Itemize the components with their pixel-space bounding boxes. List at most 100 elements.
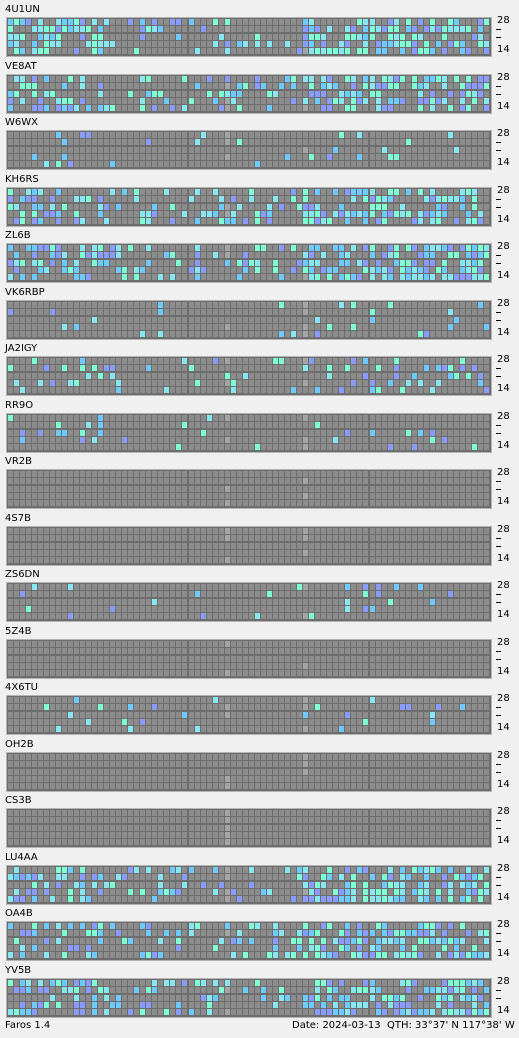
signal-cell <box>370 26 375 32</box>
signal-cell <box>478 75 483 82</box>
signal-cell <box>122 217 127 224</box>
signal-cell <box>20 267 25 273</box>
signal-cell <box>394 161 399 167</box>
signal-cell <box>363 41 368 47</box>
signal-cell <box>460 599 465 605</box>
signal-cell <box>62 647 67 654</box>
signal-cell <box>74 534 79 541</box>
signal-cell <box>225 267 230 273</box>
signal-cell <box>152 252 157 258</box>
signal-cell <box>267 662 272 669</box>
signal-cell <box>400 139 405 145</box>
signal-cell <box>176 640 181 647</box>
signal-cell <box>303 606 308 612</box>
signal-cell <box>297 203 302 210</box>
signal-cell <box>484 534 489 541</box>
signal-cell <box>62 704 67 710</box>
signal-cell <box>315 584 320 590</box>
signal-cell <box>363 647 368 654</box>
signal-cell <box>484 358 489 364</box>
signal-cell <box>20 203 25 210</box>
signal-cell <box>394 436 399 443</box>
signal-cell <box>195 443 200 450</box>
signal-cell <box>430 203 435 210</box>
signal-cell <box>466 34 471 40</box>
propagation-grid <box>6 243 492 283</box>
signal-cell <box>285 556 290 563</box>
signal-cell <box>146 323 151 330</box>
signal-cell <box>466 436 471 443</box>
signal-cell <box>363 655 368 662</box>
signal-cell <box>370 34 375 40</box>
signal-cell <box>243 599 248 605</box>
signal-cell <box>243 534 248 541</box>
signal-cell <box>32 471 37 477</box>
signal-cell <box>249 34 254 40</box>
signal-cell <box>472 549 477 556</box>
signal-cell <box>170 90 175 97</box>
signal-cell <box>140 316 145 323</box>
signal-cell <box>74 647 79 654</box>
signal-cell <box>448 380 453 386</box>
signal-cell <box>297 301 302 308</box>
signal-cell <box>309 647 314 654</box>
signal-cell <box>321 274 326 280</box>
signal-cell <box>219 267 224 273</box>
signal-cell <box>388 154 393 160</box>
signal-cell <box>345 358 350 364</box>
signal-cell <box>164 34 169 40</box>
signal-cell <box>62 97 67 104</box>
signal-cell <box>32 82 37 89</box>
signal-cell <box>297 90 302 97</box>
signal-cell <box>267 252 272 258</box>
signal-cell <box>249 41 254 47</box>
signal-cell <box>146 640 151 647</box>
signal-cell <box>406 308 411 315</box>
signal-cell <box>424 478 429 484</box>
signal-cell <box>291 606 296 612</box>
signal-cell <box>158 132 163 138</box>
signal-cell <box>170 421 175 428</box>
signal-cell <box>321 161 326 167</box>
signal-cell <box>122 662 127 669</box>
signal-cell <box>128 147 133 153</box>
signal-cell <box>472 606 477 612</box>
signal-cell <box>345 599 350 605</box>
signal-cell <box>363 217 368 224</box>
signal-cell <box>56 436 61 443</box>
signal-cell <box>267 82 272 89</box>
signal-cell <box>44 252 49 258</box>
signal-cell <box>122 414 127 421</box>
signal-cell <box>345 274 350 280</box>
signal-cell <box>201 75 206 82</box>
signal-cell <box>309 323 314 330</box>
signal-cell <box>309 549 314 556</box>
beacon-panel: 4X6TU 28 14 <box>0 680 519 736</box>
signal-cell <box>273 267 278 273</box>
signal-cell <box>394 478 399 484</box>
signal-cell <box>370 139 375 145</box>
signal-cell <box>62 599 67 605</box>
signal-cell <box>430 210 435 217</box>
signal-cell <box>182 584 187 590</box>
signal-cell <box>201 471 206 477</box>
signal-cell <box>357 41 362 47</box>
signal-cell <box>189 245 194 251</box>
signal-cell <box>363 132 368 138</box>
signal-cell <box>44 217 49 224</box>
signal-cell <box>8 471 13 477</box>
signal-cell <box>345 90 350 97</box>
signal-cell <box>363 414 368 421</box>
signal-cell <box>321 429 326 436</box>
signal-cell <box>92 104 97 111</box>
signal-cell <box>261 606 266 612</box>
signal-cell <box>339 104 344 111</box>
signal-cell <box>225 443 230 450</box>
signal-cell <box>357 203 362 210</box>
signal-cell <box>14 443 19 450</box>
signal-cell <box>14 308 19 315</box>
signal-cell <box>110 139 115 145</box>
signal-cell <box>80 308 85 315</box>
signal-cell <box>182 380 187 386</box>
signal-cell <box>8 655 13 662</box>
